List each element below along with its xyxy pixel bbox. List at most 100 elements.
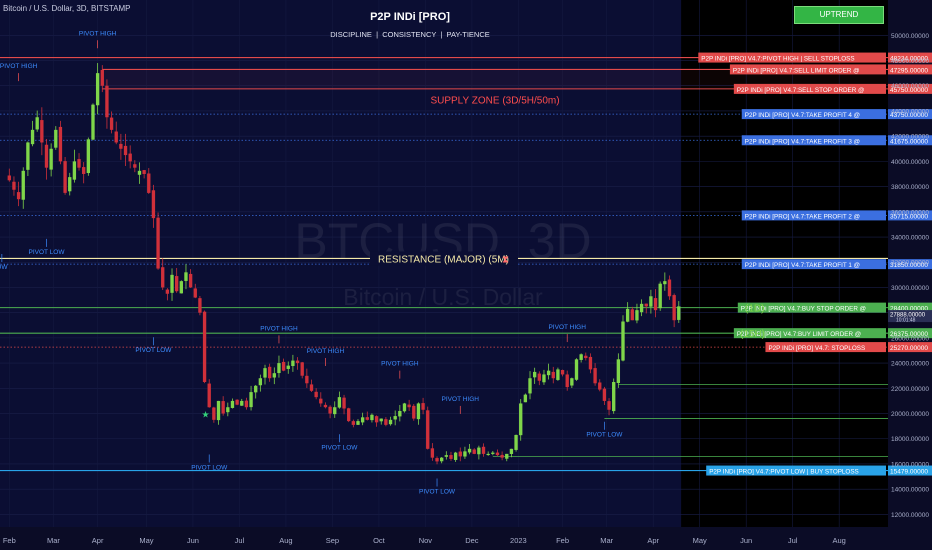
candle-body bbox=[263, 368, 267, 378]
candle-body bbox=[528, 378, 532, 394]
candle bbox=[193, 283, 197, 299]
y-tick-label: 22000.00000 bbox=[891, 386, 929, 393]
candle-body bbox=[337, 397, 342, 408]
candle bbox=[333, 401, 337, 418]
candle-body bbox=[532, 371, 537, 378]
candle-body bbox=[109, 117, 114, 130]
candle bbox=[351, 419, 356, 428]
candle bbox=[412, 404, 416, 421]
candle bbox=[649, 289, 653, 314]
candle-body bbox=[295, 360, 300, 364]
candle-body bbox=[165, 289, 170, 294]
candle bbox=[393, 410, 397, 426]
candle bbox=[444, 451, 448, 460]
candle bbox=[523, 393, 528, 403]
x-tick-label: Mar bbox=[600, 536, 613, 545]
uptrend-badge[interactable]: UPTREND bbox=[794, 6, 884, 24]
candle-body bbox=[105, 85, 109, 118]
candle-body bbox=[649, 296, 653, 307]
candle bbox=[68, 172, 72, 196]
pivot-high-label: PIVOT HIGH bbox=[0, 63, 38, 70]
candle-body bbox=[495, 452, 500, 456]
candle bbox=[402, 402, 407, 413]
candle-body bbox=[393, 416, 397, 420]
candle-body bbox=[44, 144, 49, 168]
pivot-low-label: PIVOT LOW bbox=[321, 444, 358, 451]
level-price-tag bbox=[888, 342, 932, 353]
candle bbox=[235, 399, 239, 406]
candle-body bbox=[379, 418, 383, 422]
candle bbox=[579, 353, 583, 363]
candle bbox=[398, 404, 402, 422]
candle-body bbox=[221, 401, 225, 414]
candle-body bbox=[179, 281, 183, 294]
level-price-tag bbox=[888, 210, 932, 221]
level-tag-label: P2P INDi [PRO] V4.7: STOPLOSS bbox=[768, 345, 865, 352]
supply-zone-band bbox=[102, 69, 889, 89]
level-price-value: 47295.00000 bbox=[890, 67, 928, 74]
candle bbox=[137, 162, 142, 184]
candle-body bbox=[63, 161, 67, 193]
candle bbox=[54, 126, 58, 150]
candle-body bbox=[612, 382, 616, 412]
candle bbox=[532, 367, 537, 384]
candle bbox=[598, 379, 602, 392]
candle bbox=[82, 162, 86, 184]
level-price-value: 31850.00000 bbox=[890, 262, 928, 269]
candle-body bbox=[235, 399, 239, 405]
candle-body bbox=[114, 131, 118, 143]
candle bbox=[291, 354, 295, 372]
candle bbox=[379, 418, 383, 425]
candle bbox=[212, 406, 216, 423]
candle bbox=[672, 293, 676, 328]
current-price-value: 27888.00000 bbox=[890, 313, 926, 319]
candle-body bbox=[119, 143, 123, 149]
candle bbox=[63, 156, 67, 195]
candle-body bbox=[658, 283, 662, 309]
candle-body bbox=[207, 383, 211, 408]
candle-body bbox=[449, 455, 453, 459]
candle bbox=[537, 371, 541, 386]
candle-body bbox=[347, 408, 351, 422]
candle-body bbox=[77, 159, 81, 168]
candle-body bbox=[212, 407, 216, 420]
candle bbox=[342, 394, 346, 415]
candle-body bbox=[616, 359, 621, 384]
candle bbox=[128, 145, 132, 169]
level-tag-label: P2P INDi [PRO] V4.7:BUY LIMIT ORDER @ bbox=[737, 331, 861, 338]
candle-body bbox=[556, 369, 560, 380]
candle-body bbox=[100, 69, 104, 86]
candle bbox=[519, 399, 523, 441]
candle bbox=[463, 446, 467, 459]
candle-body bbox=[435, 458, 439, 462]
candle bbox=[272, 367, 276, 385]
candle bbox=[477, 445, 481, 460]
x-tick-label: Apr bbox=[647, 536, 659, 545]
candle bbox=[588, 353, 593, 374]
candle-body bbox=[193, 288, 197, 298]
y-tick-label: 34000.00000 bbox=[891, 235, 929, 242]
y-tick-label: 48000.00000 bbox=[891, 58, 929, 65]
candle-body bbox=[644, 303, 648, 307]
level-price-value: 35715.00000 bbox=[890, 213, 928, 220]
candle bbox=[565, 370, 569, 391]
candle-body bbox=[314, 391, 318, 398]
level-tag-label: P2P INDi [PRO] V4.7:TAKE PROFIT 2 @ bbox=[745, 213, 860, 220]
candle-body bbox=[523, 394, 528, 403]
candle bbox=[207, 379, 211, 408]
candle bbox=[77, 153, 81, 171]
y-tick-label: 32000.00000 bbox=[891, 260, 929, 267]
x-tick-label: Jun bbox=[187, 536, 199, 545]
candle bbox=[658, 281, 662, 311]
y-tick-label: 20000.00000 bbox=[891, 411, 929, 418]
level-price-value: 43750.00000 bbox=[890, 112, 928, 119]
hourglass-icon: ⧗ bbox=[502, 254, 509, 265]
x-tick-label: Oct bbox=[373, 536, 386, 545]
candle-body bbox=[198, 298, 202, 313]
level-tag bbox=[706, 465, 886, 476]
pivot-low-label: PIVOT LOW bbox=[135, 347, 172, 354]
level-price-tag bbox=[888, 52, 932, 63]
candle-body bbox=[323, 404, 328, 408]
level-price-tag bbox=[888, 302, 932, 313]
